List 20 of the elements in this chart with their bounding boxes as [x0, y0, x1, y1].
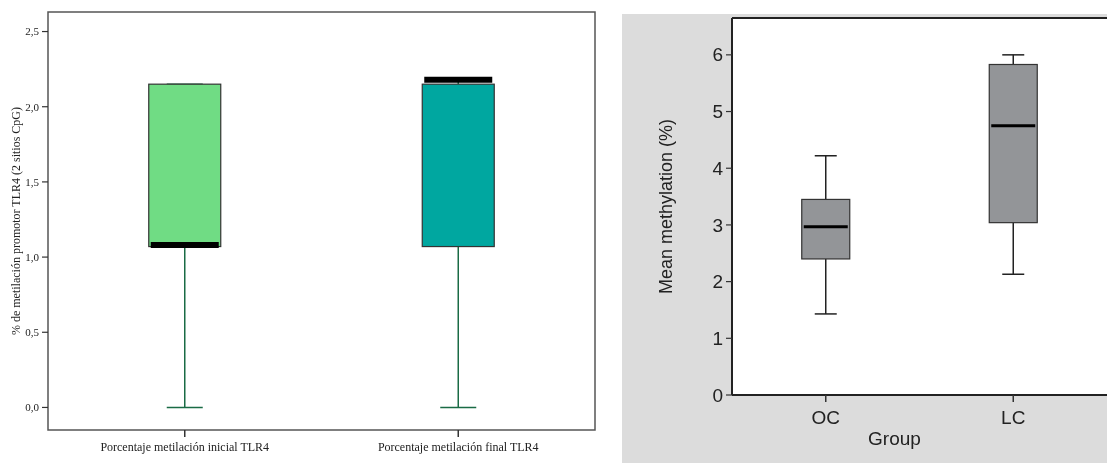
y-tick-label: 1,5	[25, 175, 40, 188]
y-tick-label: 2,0	[25, 100, 40, 113]
y-tick-label: 0,5	[25, 326, 40, 339]
y-tick-label: 0,0	[25, 401, 40, 414]
x-tick-label: OC	[811, 407, 840, 428]
y-axis-title: % de metilación promotor TLR4 (2 sitios CpG)	[9, 106, 23, 336]
y-tick-label: 3	[712, 214, 723, 236]
x-tick-label: LC	[1001, 407, 1026, 428]
y-axis-title: Mean methylation (%)	[656, 118, 676, 295]
y-tick-label: 1	[712, 327, 723, 349]
y-tick-label: 4	[712, 157, 724, 179]
y-tick-label: 1,0	[25, 250, 40, 263]
y-tick-label: 6	[712, 44, 723, 66]
y-tick-label: 0	[712, 384, 723, 406]
y-tick-label: 2,5	[25, 25, 40, 38]
x-tick-label: Porcentaje metilación inicial TLR4	[100, 440, 270, 454]
x-axis-title: Group	[868, 428, 921, 449]
y-tick-label: 5	[712, 101, 723, 123]
x-tick-label: Porcentaje metilación final TLR4	[377, 440, 539, 454]
y-tick-label: 2	[712, 271, 723, 293]
